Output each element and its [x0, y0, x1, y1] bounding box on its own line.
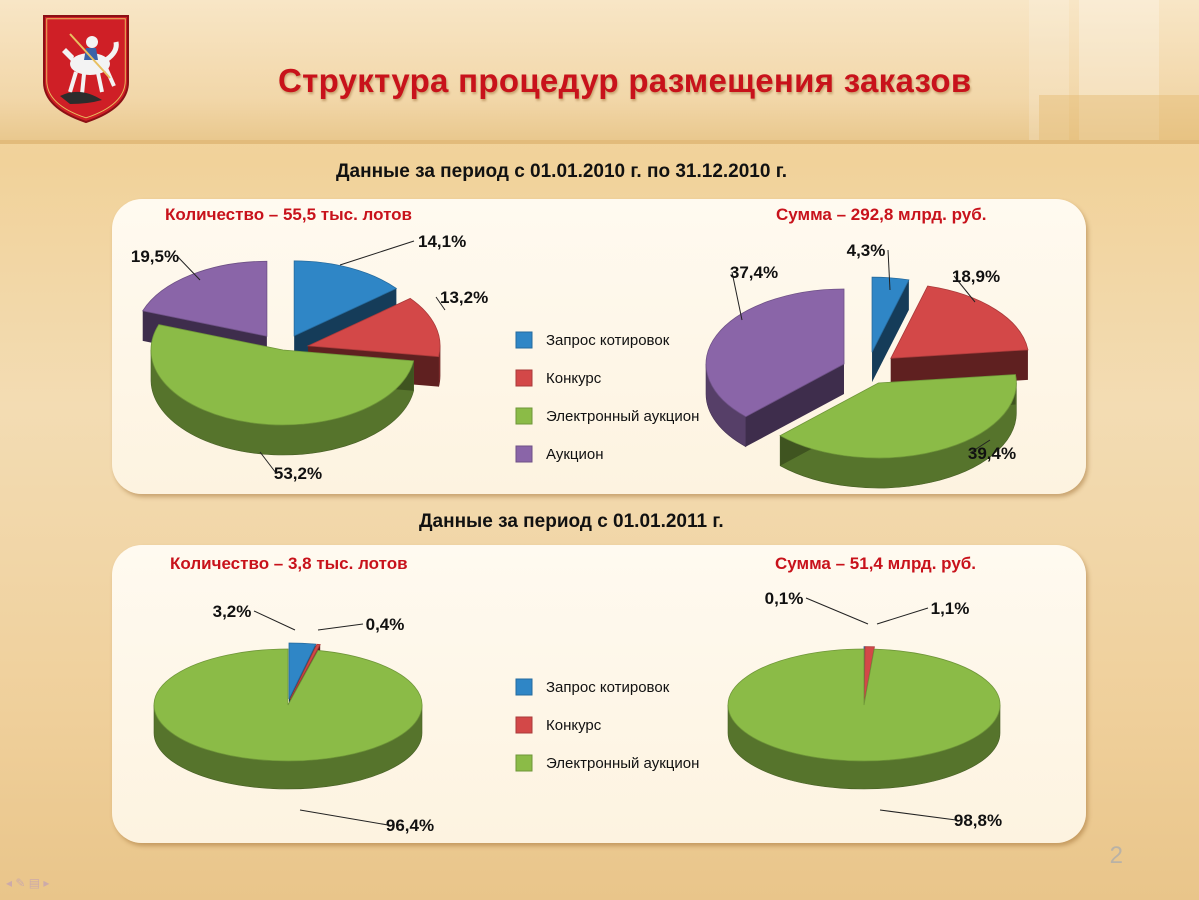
pie-slice-edge	[745, 363, 845, 447]
pie-slice	[306, 297, 441, 358]
leader-line	[953, 275, 976, 303]
slideshow-nav-icons[interactable]: ◂ ✎ ▤ ▸	[6, 876, 50, 890]
leader-line	[317, 623, 364, 631]
legend-item: Конкурс	[546, 717, 602, 734]
leader-line	[731, 271, 743, 321]
chart-title: Количество – 55,5 тыс. лотов	[165, 205, 412, 224]
legend-item: Электронный аукцион	[546, 755, 699, 772]
leader-line	[299, 809, 389, 826]
leader-line	[435, 296, 446, 311]
leader-line	[259, 451, 277, 474]
leader-line	[339, 240, 415, 266]
leader-line	[887, 249, 891, 291]
legend-swatch	[515, 407, 533, 425]
data-label: 37,4%	[730, 263, 778, 282]
data-label: 96,4%	[386, 816, 434, 835]
legend-item: Аукцион	[546, 446, 604, 463]
pie-slice	[288, 642, 317, 700]
leader-line	[969, 439, 991, 454]
data-label: 3,2%	[213, 602, 252, 621]
chart-title: Сумма – 292,8 млрд. руб.	[776, 205, 986, 224]
data-label: 0,4%	[366, 615, 405, 634]
data-label: 14,1%	[418, 232, 466, 251]
period-subtitle-2010: Данные за период с 01.01.2010 г. по 31.1…	[336, 161, 787, 182]
data-label: 19,5%	[131, 247, 179, 266]
pie-slice	[779, 374, 1017, 459]
data-label: 53,2%	[274, 464, 322, 483]
legend-swatch	[515, 754, 533, 772]
data-label: 39,4%	[968, 444, 1016, 463]
legend-item: Запрос котировок	[546, 679, 670, 696]
pie-slice	[289, 643, 321, 700]
legend-item: Запрос котировок	[546, 332, 670, 349]
header-decoration	[1039, 95, 1199, 140]
data-label: 18,9%	[952, 267, 1000, 286]
legend-item: Электронный аукцион	[546, 408, 699, 425]
leader-line	[253, 610, 296, 631]
period-subtitle-2011: Данные за период с 01.01.2011 г.	[419, 511, 724, 532]
pie-slice	[150, 324, 415, 426]
pie-slice	[705, 288, 845, 418]
leader-line	[176, 255, 201, 281]
leader-line	[805, 597, 869, 625]
legend-swatch	[515, 369, 533, 387]
pie-slice-edge	[872, 279, 909, 383]
pie-slice	[890, 285, 1029, 359]
header-divider	[0, 140, 1199, 144]
leader-line	[876, 607, 929, 625]
data-label: 13,2%	[440, 288, 488, 307]
data-label: 98,8%	[954, 811, 1002, 830]
legend-swatch	[515, 445, 533, 463]
pie-slice	[142, 260, 268, 337]
pie-slice	[293, 260, 398, 337]
slide-header	[0, 0, 1199, 140]
data-label: 4,3%	[847, 241, 886, 260]
slide-title: Структура процедур размещения заказов	[278, 62, 972, 99]
legend-item: Конкурс	[546, 370, 602, 387]
leader-line	[879, 809, 957, 821]
data-label: 1,1%	[931, 599, 970, 618]
legend-swatch	[515, 678, 533, 696]
slide-number: 2	[1109, 842, 1123, 869]
chart-title: Сумма – 51,4 млрд. руб.	[775, 554, 976, 573]
legend-swatch	[515, 331, 533, 349]
pie-slice	[871, 276, 910, 353]
legend-swatch	[515, 716, 533, 734]
chart-title: Количество – 3,8 тыс. лотов	[170, 554, 408, 573]
data-label: 0,1%	[765, 589, 804, 608]
moscow-coat-of-arms-icon	[43, 15, 129, 124]
pie-slice	[153, 648, 423, 762]
pie-slice	[727, 648, 1001, 762]
